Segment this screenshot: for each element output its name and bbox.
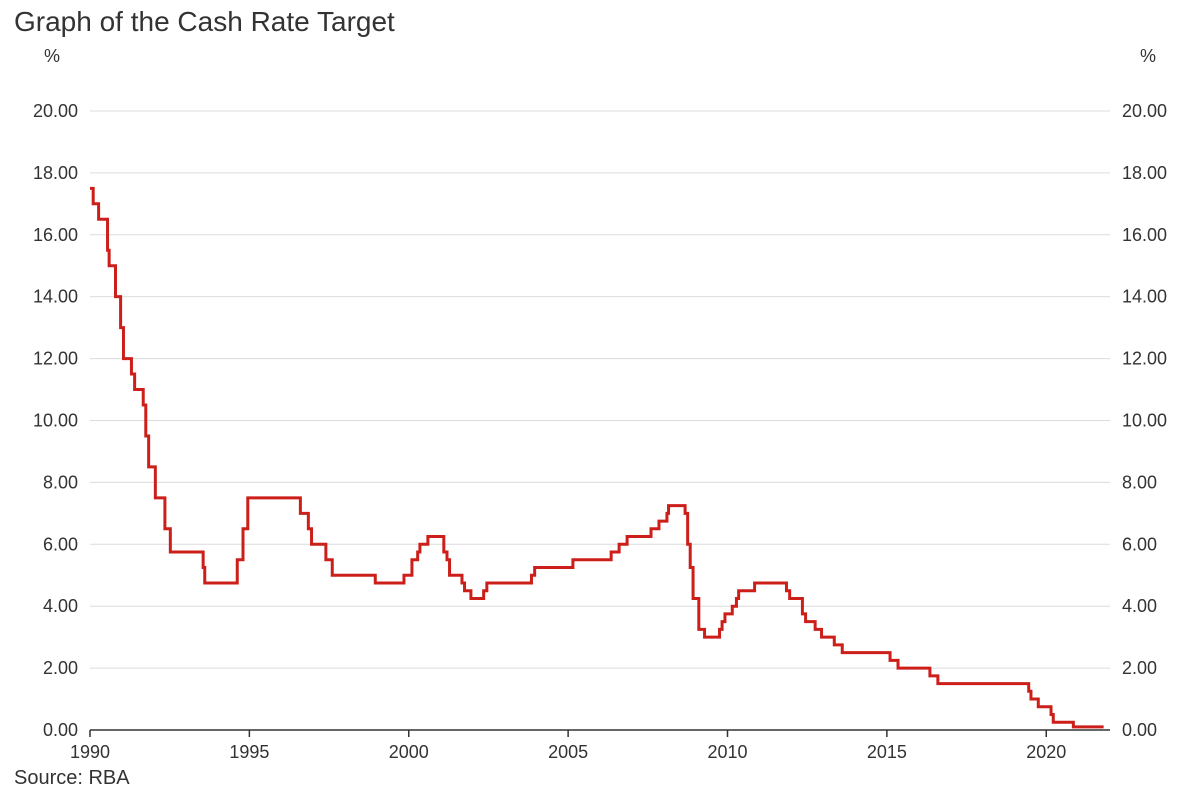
y-tick-left: 0.00 bbox=[43, 720, 78, 740]
y-tick-left: 20.00 bbox=[33, 101, 78, 121]
cash-rate-chart: 0.00 0.00 2.00 2.00 4.00 4.00 6.00 6.00 8.00 8.00… bbox=[0, 0, 1200, 800]
y-tick-right: 16.00 bbox=[1122, 225, 1167, 245]
x-tick: 2020 bbox=[1026, 742, 1066, 762]
x-tick: 2015 bbox=[867, 742, 907, 762]
y-tick-right: 20.00 bbox=[1122, 101, 1167, 121]
y-tick-left: 16.00 bbox=[33, 225, 78, 245]
y-tick-left: 18.00 bbox=[33, 163, 78, 183]
chart-source: Source: RBA bbox=[14, 767, 130, 790]
x-tick: 2010 bbox=[707, 742, 747, 762]
y-tick-left: 10.00 bbox=[33, 410, 78, 430]
y-tick-right: 4.00 bbox=[1122, 596, 1157, 616]
y-unit-right: % bbox=[1140, 46, 1156, 66]
y-tick-right: 10.00 bbox=[1122, 410, 1167, 430]
x-tick: 2005 bbox=[548, 742, 588, 762]
y-tick-left: 6.00 bbox=[43, 534, 78, 554]
y-tick-left: 12.00 bbox=[33, 349, 78, 369]
y-tick-left: 2.00 bbox=[43, 658, 78, 678]
x-tick: 2000 bbox=[389, 742, 429, 762]
x-tick: 1990 bbox=[70, 742, 110, 762]
x-tick: 1995 bbox=[229, 742, 269, 762]
y-tick-left: 8.00 bbox=[43, 472, 78, 492]
y-tick-right: 2.00 bbox=[1122, 658, 1157, 678]
y-tick-right: 8.00 bbox=[1122, 472, 1157, 492]
y-tick-right: 0.00 bbox=[1122, 720, 1157, 740]
y-tick-right: 18.00 bbox=[1122, 163, 1167, 183]
y-tick-left: 14.00 bbox=[33, 287, 78, 307]
y-unit-left: % bbox=[44, 46, 60, 66]
y-tick-right: 14.00 bbox=[1122, 287, 1167, 307]
rate-line bbox=[90, 188, 1104, 727]
y-tick-right: 6.00 bbox=[1122, 534, 1157, 554]
y-tick-left: 4.00 bbox=[43, 596, 78, 616]
y-tick-right: 12.00 bbox=[1122, 349, 1167, 369]
